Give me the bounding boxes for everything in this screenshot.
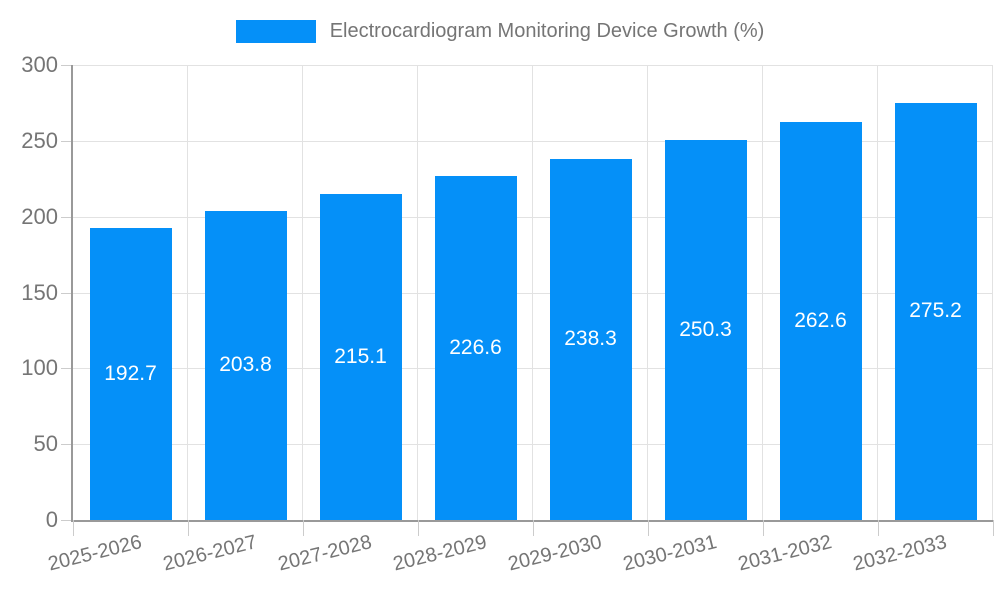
h-gridline [73, 444, 993, 446]
h-gridline [73, 368, 993, 370]
v-gridline [417, 65, 418, 520]
y-axis-tick-label: 150 [21, 279, 58, 305]
y-axis-tick [61, 444, 71, 446]
v-gridline [877, 65, 878, 520]
plot-area: 192.7 203.8 215.1 226.6 238.3 250.3 262.6 275.2 [71, 65, 993, 522]
bar-2026-2027[interactable]: 203.8 [204, 210, 287, 520]
x-axis-tick-label: 2028-2029 [390, 531, 489, 576]
bar-value-label: 262.6 [794, 308, 847, 332]
bar-value-label: 250.3 [679, 318, 732, 342]
x-axis-tick-label: 2032-2033 [850, 531, 949, 576]
y-axis-tick-label: 200 [21, 203, 58, 229]
legend-swatch-icon [235, 20, 316, 43]
x-axis-tick-label: 2027-2028 [275, 531, 374, 576]
h-gridline [73, 65, 993, 66]
bar-value-label: 226.6 [449, 336, 502, 360]
bar-value-label: 215.1 [334, 344, 387, 368]
h-gridline [73, 216, 993, 218]
legend-label: Electrocardiogram Monitoring Device Grow… [329, 20, 765, 42]
bar-2027-2028[interactable]: 215.1 [319, 193, 402, 520]
bar-value-label: 203.8 [219, 353, 272, 377]
v-gridline [302, 65, 303, 520]
y-axis-tick [61, 140, 71, 142]
x-axis-tick [418, 520, 419, 536]
y-axis-tick [61, 520, 71, 521]
y-axis-tick-label: 300 [21, 52, 58, 77]
bar-2028-2029[interactable]: 226.6 [434, 176, 517, 520]
y-axis-tick-label: 0 [45, 507, 58, 532]
x-axis-tick-label: 2025-2026 [45, 531, 144, 576]
bar-value-label: 275.2 [909, 299, 962, 323]
bar-value-label: 238.3 [564, 327, 617, 351]
chart-legend: Electrocardiogram Monitoring Device Grow… [0, 20, 1000, 43]
bar-value-label: 192.7 [104, 361, 157, 385]
v-gridline [762, 65, 763, 520]
bar-2032-2033[interactable]: 275.2 [894, 102, 977, 520]
v-gridline [992, 65, 993, 520]
v-gridline [647, 65, 648, 520]
y-axis-tick [61, 216, 71, 218]
y-axis-tick-label: 250 [21, 127, 58, 153]
h-gridline [73, 140, 993, 142]
x-axis-tick [993, 520, 994, 536]
x-axis-tick [188, 520, 189, 536]
x-axis-tick [763, 520, 764, 536]
bar-2031-2032[interactable]: 262.6 [779, 121, 862, 520]
x-axis-tick [648, 520, 649, 536]
y-axis-tick [61, 368, 71, 370]
bar-2029-2030[interactable]: 238.3 [549, 158, 632, 520]
y-axis-tick [61, 65, 71, 66]
y-axis-tick [61, 292, 71, 294]
x-axis-tick [878, 520, 879, 536]
x-axis-tick-label: 2029-2030 [505, 531, 604, 576]
bar-2025-2026[interactable]: 192.7 [89, 227, 172, 520]
x-axis-tick-label: 2026-2027 [160, 531, 259, 576]
y-axis-tick-label: 100 [21, 355, 58, 381]
x-axis-tick [303, 520, 304, 536]
v-gridline [187, 65, 188, 520]
x-axis-tick [533, 520, 534, 536]
h-gridline [73, 292, 993, 294]
bar-2030-2031[interactable]: 250.3 [664, 140, 747, 520]
x-axis-tick-label: 2031-2032 [735, 531, 834, 576]
v-gridline [532, 65, 533, 520]
x-axis-tick [73, 520, 74, 536]
y-axis-tick-label: 50 [33, 431, 58, 457]
x-axis-tick-label: 2030-2031 [620, 531, 719, 576]
